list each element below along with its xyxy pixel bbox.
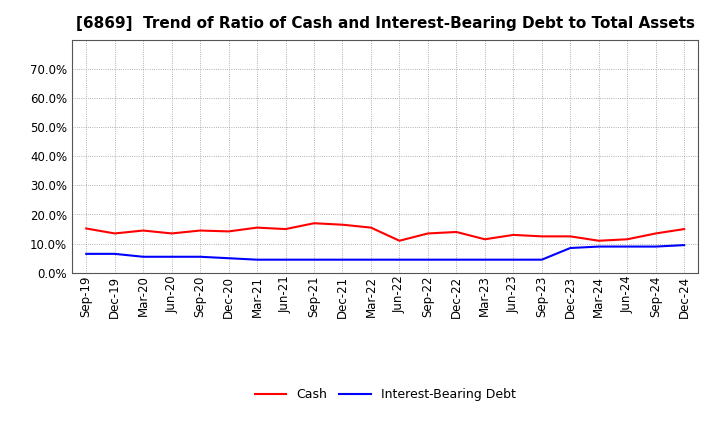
Cash xyxy=(253,225,261,230)
Cash xyxy=(310,220,318,226)
Line: Interest-Bearing Debt: Interest-Bearing Debt xyxy=(86,245,684,260)
Interest-Bearing Debt xyxy=(196,254,204,260)
Interest-Bearing Debt xyxy=(509,257,518,262)
Interest-Bearing Debt xyxy=(423,257,432,262)
Interest-Bearing Debt xyxy=(652,244,660,249)
Interest-Bearing Debt xyxy=(338,257,347,262)
Legend: Cash, Interest-Bearing Debt: Cash, Interest-Bearing Debt xyxy=(250,384,521,407)
Interest-Bearing Debt xyxy=(167,254,176,260)
Cash xyxy=(452,229,461,235)
Cash xyxy=(423,231,432,236)
Interest-Bearing Debt xyxy=(680,242,688,248)
Interest-Bearing Debt xyxy=(310,257,318,262)
Cash xyxy=(366,225,375,230)
Interest-Bearing Debt xyxy=(282,257,290,262)
Cash xyxy=(139,228,148,233)
Interest-Bearing Debt xyxy=(253,257,261,262)
Cash xyxy=(282,227,290,232)
Interest-Bearing Debt xyxy=(595,244,603,249)
Cash xyxy=(82,226,91,231)
Interest-Bearing Debt xyxy=(395,257,404,262)
Cash xyxy=(509,232,518,238)
Cash xyxy=(225,229,233,234)
Cash xyxy=(480,237,489,242)
Cash xyxy=(680,227,688,232)
Cash xyxy=(652,231,660,236)
Interest-Bearing Debt xyxy=(623,244,631,249)
Cash xyxy=(167,231,176,236)
Cash xyxy=(338,222,347,227)
Interest-Bearing Debt xyxy=(139,254,148,260)
Interest-Bearing Debt xyxy=(225,256,233,261)
Cash xyxy=(196,228,204,233)
Title: [6869]  Trend of Ratio of Cash and Interest-Bearing Debt to Total Assets: [6869] Trend of Ratio of Cash and Intere… xyxy=(76,16,695,32)
Interest-Bearing Debt xyxy=(537,257,546,262)
Interest-Bearing Debt xyxy=(480,257,489,262)
Line: Cash: Cash xyxy=(86,223,684,241)
Cash xyxy=(110,231,119,236)
Interest-Bearing Debt xyxy=(366,257,375,262)
Cash xyxy=(566,234,575,239)
Interest-Bearing Debt xyxy=(452,257,461,262)
Cash xyxy=(595,238,603,243)
Interest-Bearing Debt xyxy=(566,246,575,251)
Interest-Bearing Debt xyxy=(110,251,119,257)
Interest-Bearing Debt xyxy=(82,251,91,257)
Cash xyxy=(537,234,546,239)
Cash xyxy=(395,238,404,243)
Cash xyxy=(623,237,631,242)
